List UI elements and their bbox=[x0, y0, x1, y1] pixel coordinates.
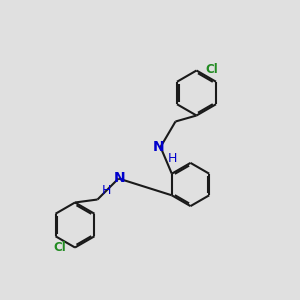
Text: N: N bbox=[114, 172, 126, 185]
Text: N: N bbox=[153, 140, 165, 154]
Text: H: H bbox=[168, 152, 177, 165]
Text: Cl: Cl bbox=[205, 63, 218, 76]
Text: Cl: Cl bbox=[54, 241, 67, 254]
Text: H: H bbox=[102, 184, 111, 197]
